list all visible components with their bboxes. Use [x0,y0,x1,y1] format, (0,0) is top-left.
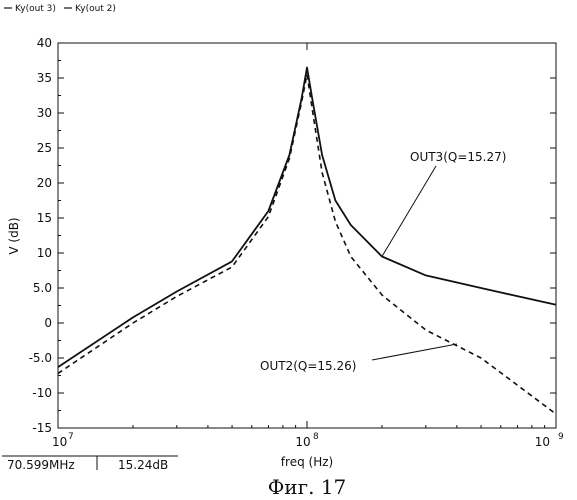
legend: Ky(out 3) Ky(out 2) [4,4,116,14]
y-tick-label: -15 [32,421,52,435]
legend-label-out2: Ky(out 2) [75,4,116,14]
y-tick-label: 35 [37,71,52,85]
readout-frequency: 70.599MHz [7,458,75,472]
y-tick-label: 40 [37,36,52,50]
y-tick-label: 5.0 [33,281,52,295]
y-tick-label: 20 [37,176,52,190]
y-tick-label: -10 [32,386,52,400]
x-tick-exponent: 8 [313,432,319,442]
y-tick-label: 25 [37,141,52,155]
annotation-leader [372,344,457,360]
readout-value: 15.24dB [118,458,168,472]
series-line-out3 [58,68,556,368]
x-axis: 107108109 [52,43,564,449]
y-axis: 40 35 30 25 20 15 10 5.0 0 -5.0 -10 -15 [29,36,556,435]
annotations: OUT3(Q=15.27) OUT2(Q=15.26) [260,150,506,373]
annotation-leader [382,166,436,257]
annotation-label: OUT3(Q=15.27) [410,150,506,164]
cursor-readout[interactable]: 70.599MHz 15.24dB [2,456,178,472]
y-tick-label: 15 [37,211,52,225]
y-axis-label: V (dB) [7,217,21,254]
x-axis-label: freq (Hz) [281,455,333,469]
x-tick-exponent: 7 [68,432,74,442]
y-tick-label: -5.0 [29,351,52,365]
y-tick-label: 0 [44,316,52,330]
x-tick-exponent: 9 [558,432,564,442]
x-tick-label: 10 [535,435,550,449]
legend-label-out3: Ky(out 3) [15,4,56,14]
annotation-label: OUT2(Q=15.26) [260,359,356,373]
x-tick-label: 10 [52,435,67,449]
y-tick-label: 10 [37,246,52,260]
figure-caption: Фиг. 17 [268,475,347,499]
y-tick-label: 30 [37,106,52,120]
x-tick-label: 10 [295,435,310,449]
